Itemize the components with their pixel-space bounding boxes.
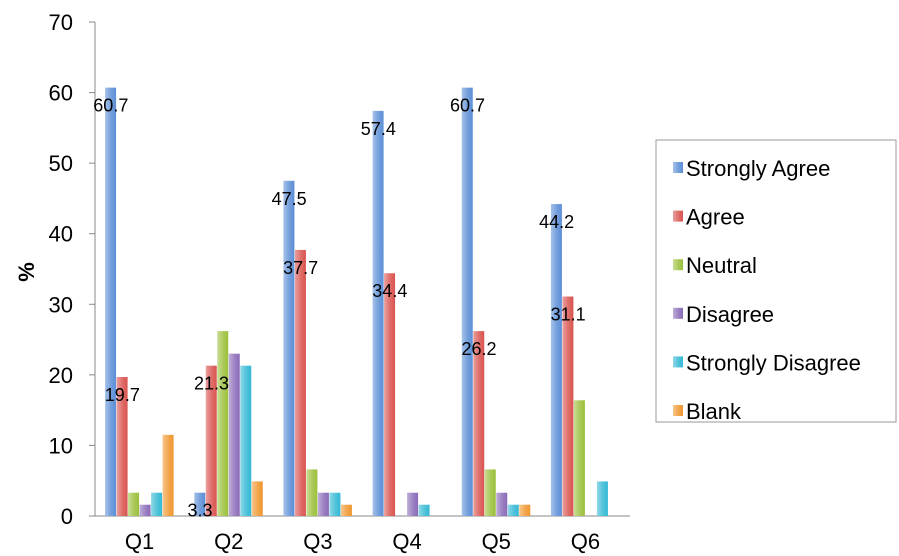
legend-swatch — [673, 259, 683, 271]
bar-q5-blank — [519, 504, 531, 516]
bar-q2-strongly-disagree — [240, 365, 252, 516]
bar-q3-neutral — [306, 469, 318, 516]
x-tick-label: Q3 — [303, 529, 332, 554]
bar-q2-disagree — [228, 353, 240, 516]
bar-q2-strongly-agree — [194, 492, 206, 516]
data-label: 21.3 — [194, 374, 229, 394]
bar-q1-strongly-agree — [105, 87, 117, 516]
bar-q4-strongly-agree — [372, 110, 384, 517]
bar-q4-strongly-disagree — [418, 504, 430, 516]
bar-q1-strongly-disagree — [151, 492, 163, 516]
bar-q5-neutral — [484, 469, 496, 516]
bar-q3-disagree — [317, 492, 329, 516]
legend-label: Agree — [686, 205, 745, 230]
y-tick-label: 30 — [49, 292, 73, 317]
legend-swatch — [673, 356, 683, 368]
bar-q6-neutral — [573, 400, 585, 516]
data-label: 31.1 — [551, 305, 586, 325]
legend-label: Neutral — [686, 253, 757, 278]
bar-q1-blank — [162, 434, 174, 516]
bar-q3-blank — [340, 504, 352, 516]
legend-label: Strongly Disagree — [686, 350, 861, 375]
bar-q5-strongly-agree — [461, 87, 473, 516]
x-tick-label: Q4 — [392, 529, 421, 554]
bar-q3-strongly-agree — [283, 180, 295, 517]
bar-q6-strongly-disagree — [596, 481, 608, 516]
legend-label: Blank — [686, 399, 742, 424]
axes: 0 10 20 30 40 50 60 70 Q1 Q2 Q3 Q4 Q5 Q6 — [49, 10, 630, 554]
data-label: 60.7 — [93, 96, 128, 116]
bar-q5-strongly-disagree — [507, 504, 519, 516]
x-tick-label: Q5 — [482, 529, 511, 554]
legend-box — [655, 139, 897, 423]
data-label: 57.4 — [361, 119, 396, 139]
x-tick-label: Q6 — [571, 529, 600, 554]
data-label: 26.2 — [461, 339, 496, 359]
y-tick-label: 40 — [49, 222, 73, 247]
legend-label: Disagree — [686, 302, 774, 327]
bar-q1-neutral — [128, 492, 140, 516]
data-label: 34.4 — [372, 281, 407, 301]
y-tick-label: 50 — [49, 151, 73, 176]
legend-swatch — [673, 307, 683, 319]
data-label: 19.7 — [105, 385, 140, 405]
bar-q3-strongly-disagree — [329, 492, 341, 516]
y-tick-label: 60 — [49, 81, 73, 106]
bar-q5-disagree — [496, 492, 508, 516]
data-label: 47.5 — [272, 189, 307, 209]
bar-q2-blank — [251, 481, 263, 516]
bar-q4-disagree — [407, 492, 419, 516]
y-tick-label: 70 — [49, 10, 73, 35]
legend-swatch — [673, 405, 683, 416]
y-tick-label: 10 — [49, 433, 73, 458]
data-label: 3.3 — [187, 501, 212, 521]
bars — [105, 87, 608, 517]
legend: Strongly Agree Agree Neutral Disagree Strong… — [655, 139, 897, 424]
legend-swatch — [673, 162, 683, 173]
bar-q1-disagree — [139, 504, 151, 516]
y-axis-label: % — [14, 262, 39, 282]
data-label: 60.7 — [450, 96, 485, 116]
bar-q2-neutral — [217, 331, 229, 516]
x-tick-label: Q1 — [125, 529, 154, 554]
y-tick-label: 20 — [49, 363, 73, 388]
bar-q5-agree — [473, 331, 485, 516]
x-tick-label: Q2 — [214, 529, 243, 554]
bar-q4-agree — [384, 273, 396, 516]
legend-swatch — [673, 210, 683, 222]
bar-q6-strongly-agree — [550, 204, 562, 516]
data-label: 44.2 — [539, 212, 574, 232]
data-labels: 60.7 19.7 3.3 21.3 47.5 37.7 57.4 34.4 60.7 26.2 4… — [93, 96, 585, 521]
bar-q2-agree — [205, 365, 217, 516]
bar-q3-agree — [294, 249, 306, 516]
bar-q1-agree — [116, 376, 128, 516]
legend-label: Strongly Agree — [686, 156, 830, 181]
bar-q6-agree — [562, 296, 574, 516]
y-tick-label: 0 — [61, 504, 73, 529]
data-label: 37.7 — [283, 258, 318, 278]
